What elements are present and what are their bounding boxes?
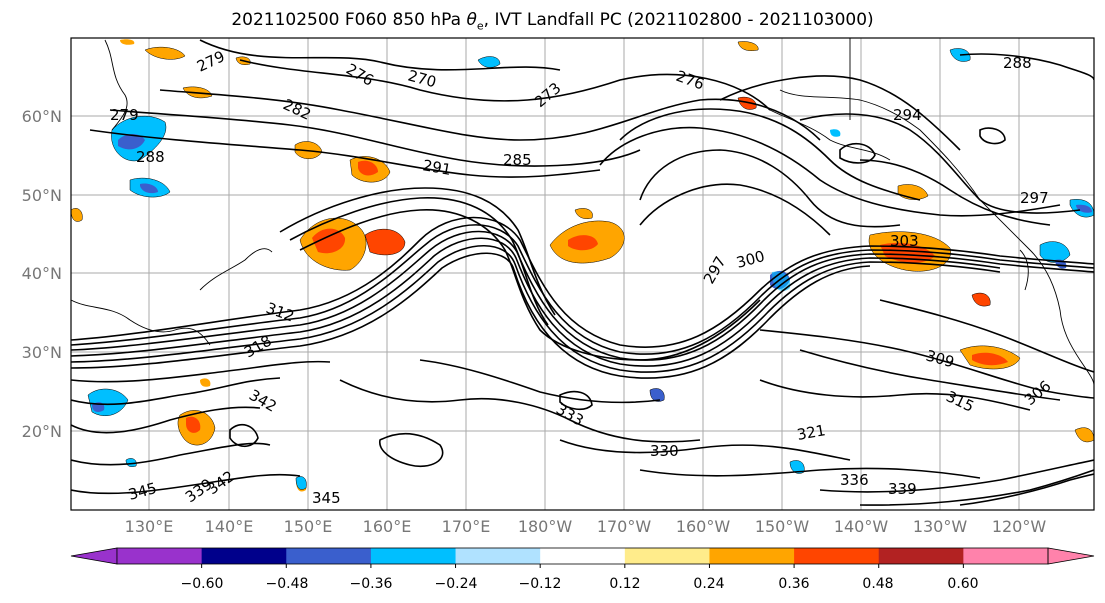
- lat-label: 40°N: [22, 264, 62, 283]
- lon-label: 160°W: [676, 517, 731, 536]
- colorbar-swatch: [117, 548, 203, 564]
- colorbar-swatch: [963, 548, 1049, 564]
- colorbar-swatch: [624, 548, 710, 564]
- longitude-labels: 130°E 140°E 150°E 160°E 170°E 180°W 170°…: [125, 517, 1047, 536]
- colorbar-swatch: [201, 548, 287, 564]
- colorbar-tick-label: −0.60: [181, 576, 224, 592]
- contour-label: 288: [136, 148, 165, 166]
- lon-label: 180°W: [518, 517, 573, 536]
- lat-label: 20°N: [22, 422, 62, 441]
- lon-label: 150°W: [755, 517, 810, 536]
- map-frame: [70, 37, 1095, 511]
- contour-label: 288: [1003, 54, 1032, 72]
- colorbar-tick-label: −0.48: [266, 576, 309, 592]
- contour-label: 339: [888, 480, 917, 498]
- colorbar-tick-label: 0.12: [609, 576, 640, 592]
- theta-symbol: θ: [466, 10, 477, 30]
- colorbar-tick-label: 0.60: [947, 576, 978, 592]
- map-content: [71, 38, 1094, 510]
- colorbar-tick-label: −0.36: [350, 576, 393, 592]
- colorbar-swatch: [709, 548, 795, 564]
- map-title: 2021102500 F060 850 hPa θe, IVT Landfall…: [231, 10, 874, 33]
- lon-label: 170°W: [597, 517, 652, 536]
- lat-label: 60°N: [22, 107, 62, 126]
- latitude-labels: 60°N 50°N 40°N 30°N 20°N: [22, 107, 62, 441]
- contour-label: 345: [312, 489, 341, 507]
- colorbar-swatch: [286, 548, 372, 564]
- lon-label: 130°W: [913, 517, 968, 536]
- coastlines: [71, 38, 1094, 386]
- colorbar-swatch: [878, 548, 964, 564]
- colorbar: [70, 547, 1095, 568]
- map-area: [71, 38, 1094, 510]
- contour-label: 321: [796, 421, 827, 444]
- contour-label: 303: [890, 232, 919, 250]
- colorbar-frame: [116, 547, 1049, 565]
- theta-e-contours: [71, 39, 1094, 506]
- contour-label: 330: [650, 442, 679, 460]
- lat-label: 50°N: [22, 186, 62, 205]
- lon-label: 130°E: [125, 517, 174, 536]
- colorbar-tick-label: −0.24: [435, 576, 478, 592]
- colorbar-swatch: [455, 548, 541, 564]
- lat-label: 30°N: [22, 343, 62, 362]
- contour-label: 297: [1020, 189, 1049, 207]
- colorbar-tick-label: 0.24: [693, 576, 724, 592]
- colorbar-tick-label: 0.48: [862, 576, 893, 592]
- colorbar-extend-high: [1047, 547, 1095, 565]
- colorbar-tick-label: 0.36: [778, 576, 809, 592]
- colorbar-tick-label: −0.12: [519, 576, 562, 592]
- contour-label: 294: [893, 106, 922, 124]
- colorbar-swatch: [370, 548, 457, 564]
- colorbar-swatch: [794, 548, 880, 564]
- colorbar-extend-low: [70, 547, 118, 565]
- lon-label: 160°E: [363, 517, 412, 536]
- lon-label: 140°W: [834, 517, 889, 536]
- contour-label: 336: [840, 471, 869, 489]
- lon-label: 140°E: [205, 517, 254, 536]
- contour-label: 291: [421, 156, 452, 179]
- colorbar-tick-labels: −0.60 −0.48 −0.36 −0.24 −0.12 0.12 0.24 …: [181, 576, 979, 592]
- lon-label: 170°E: [442, 517, 491, 536]
- theta-subscript: e: [476, 19, 484, 33]
- lon-label: 150°E: [284, 517, 333, 536]
- contour-label: 279: [110, 106, 139, 124]
- contour-label: 285: [503, 151, 532, 169]
- lon-label: 120°W: [992, 517, 1047, 536]
- colorbar-swatch: [540, 548, 626, 564]
